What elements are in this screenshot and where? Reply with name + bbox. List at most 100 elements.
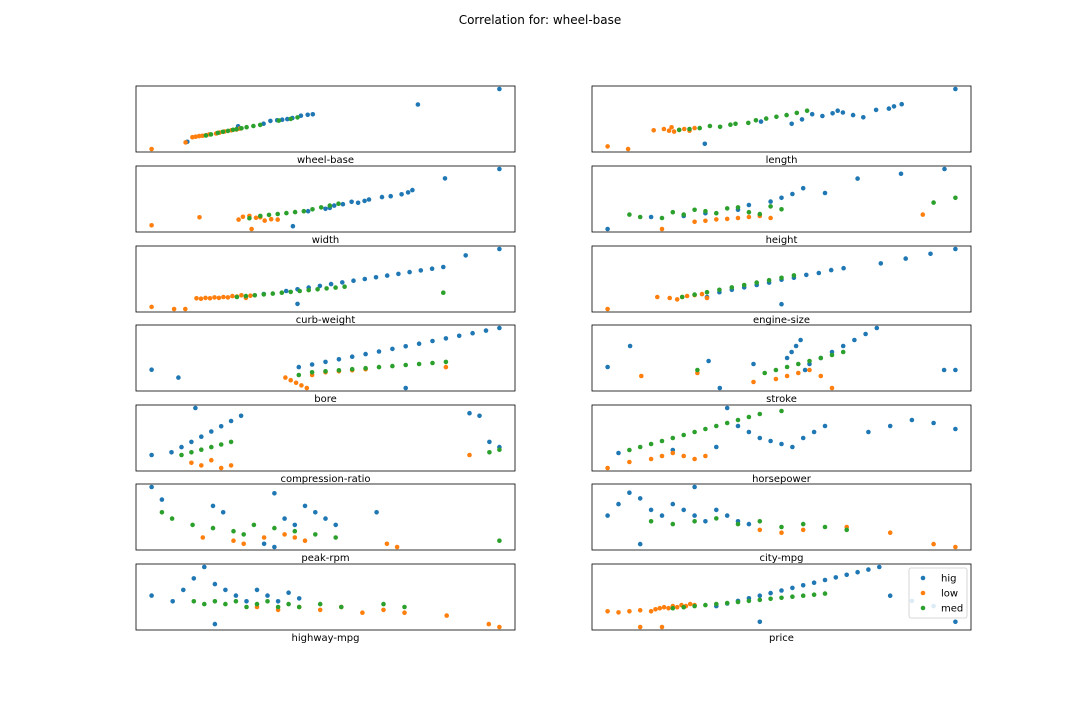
point-low — [304, 385, 310, 391]
point-low — [757, 527, 763, 533]
point-low — [216, 295, 222, 301]
point-low — [283, 375, 288, 380]
point-med — [692, 603, 697, 609]
point-hig — [835, 108, 840, 113]
point-med — [190, 522, 195, 528]
series-low-city-mpg — [757, 524, 958, 550]
point-low — [605, 144, 610, 149]
legend-marker-low — [920, 590, 926, 596]
point-hig — [443, 336, 449, 341]
point-low — [637, 624, 643, 630]
point-hig — [804, 272, 809, 278]
point-med — [215, 130, 221, 136]
point-hig — [605, 226, 610, 232]
point-med — [779, 275, 784, 281]
point-hig — [659, 513, 665, 518]
point-low — [207, 296, 213, 301]
point-low — [317, 607, 323, 613]
point-med — [497, 447, 502, 453]
point-hig — [866, 429, 871, 435]
point-hig — [310, 112, 316, 117]
panel-frame — [591, 563, 972, 631]
point-med — [333, 535, 339, 540]
point-hig — [388, 193, 394, 199]
point-hig — [768, 438, 773, 444]
point-med — [717, 287, 722, 293]
point-med — [202, 601, 207, 607]
point-low — [394, 544, 400, 550]
point-med — [310, 207, 315, 212]
legend-label-hig: hig — [941, 574, 956, 585]
point-med — [746, 414, 752, 420]
point-hig — [789, 349, 794, 355]
point-hig — [724, 513, 730, 518]
point-med — [239, 126, 244, 131]
point-low — [171, 306, 177, 312]
panel-frame — [135, 165, 516, 233]
point-hig — [717, 385, 723, 391]
series-hig-length — [702, 86, 958, 147]
point-med — [327, 203, 333, 208]
point-hig — [429, 266, 435, 272]
point-hig — [349, 199, 354, 205]
point-med — [234, 126, 239, 132]
point-med — [627, 447, 632, 453]
point-hig — [953, 86, 958, 92]
point-hig — [953, 619, 958, 625]
panel-frame — [591, 85, 972, 153]
point-low — [292, 535, 298, 540]
point-hig — [403, 344, 409, 349]
point-med — [733, 121, 738, 127]
point-hig — [149, 367, 154, 373]
point-hig — [809, 111, 815, 117]
point-low — [659, 453, 665, 459]
series-hig-horsepower — [616, 405, 958, 456]
point-med — [497, 538, 502, 543]
point-med — [189, 450, 194, 455]
point-med — [225, 128, 231, 134]
point-med — [811, 592, 817, 597]
point-low — [704, 295, 710, 301]
point-med — [784, 112, 789, 118]
point-hig — [844, 572, 849, 578]
point-med — [679, 294, 685, 300]
point-hig — [362, 198, 367, 204]
point-hig — [390, 346, 395, 352]
point-hig — [212, 621, 218, 627]
point-med — [844, 527, 849, 533]
panel-compression-ratio: compression-ratio — [135, 404, 516, 485]
point-med — [441, 290, 446, 296]
legend-label-med: med — [941, 604, 963, 615]
point-med — [681, 432, 686, 438]
point-low — [197, 215, 202, 220]
point-med — [336, 368, 342, 373]
series-med-height — [627, 195, 958, 221]
point-hig — [302, 503, 308, 509]
point-med — [784, 364, 790, 370]
point-hig — [822, 577, 828, 583]
point-med — [306, 287, 312, 293]
point-med — [339, 604, 344, 610]
point-med — [735, 205, 741, 210]
point-low — [920, 212, 926, 217]
point-med — [336, 201, 341, 206]
point-med — [349, 366, 355, 372]
x-axis-label: wheel-base — [297, 155, 354, 166]
point-hig — [928, 251, 933, 257]
point-med — [230, 127, 236, 133]
point-med — [296, 372, 302, 378]
point-low — [299, 383, 304, 388]
point-med — [707, 123, 713, 129]
point-low — [953, 544, 958, 550]
point-hig — [758, 119, 764, 124]
point-med — [637, 444, 643, 450]
point-med — [757, 519, 763, 524]
point-hig — [149, 484, 154, 490]
x-axis-label: price — [769, 633, 794, 644]
point-med — [363, 365, 368, 371]
series-hig-city-mpg — [605, 484, 752, 547]
point-med — [212, 599, 218, 604]
point-low — [605, 306, 610, 312]
legend-box — [908, 567, 968, 619]
point-med — [376, 364, 382, 370]
